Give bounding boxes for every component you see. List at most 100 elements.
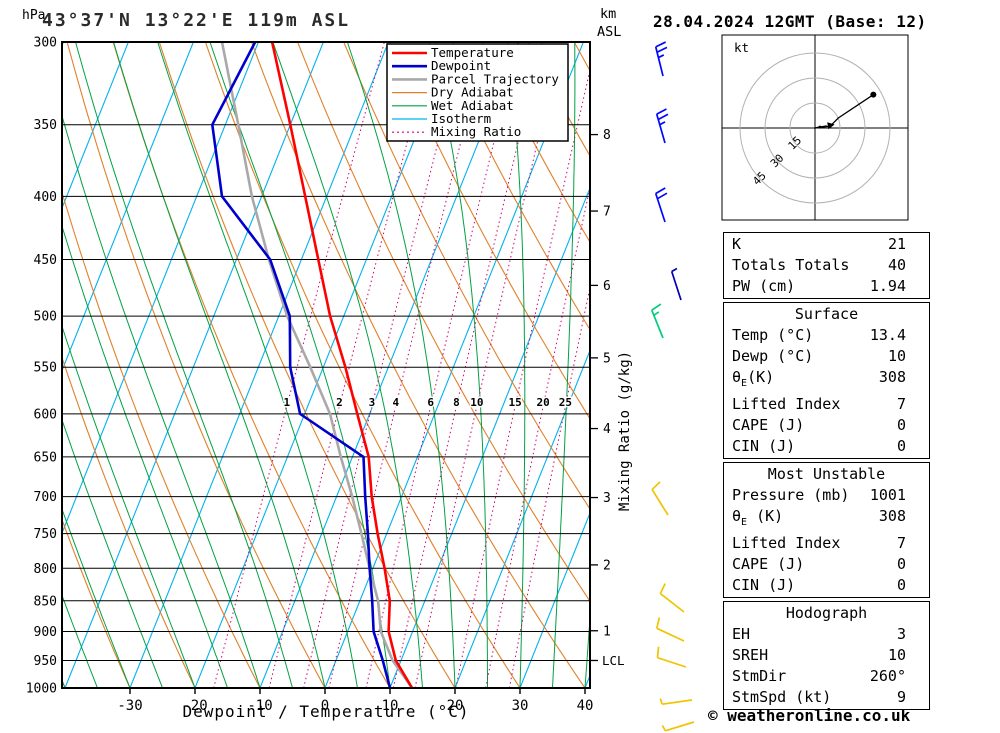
panel-row-label: PW (cm) <box>732 277 796 295</box>
pressure-tick-label: 350 <box>34 118 57 133</box>
pressure-tick-label: 300 <box>34 36 57 51</box>
km-unit-label: km <box>600 6 616 22</box>
panel-row: Lifted Index 7 <box>724 533 929 554</box>
barb-half-feather <box>659 698 664 705</box>
dry-adiabat-line <box>435 42 590 331</box>
pressure-tick-label: 500 <box>34 310 57 325</box>
panel-row: θE (K) 308 <box>724 506 929 533</box>
km-tick-label: 5 <box>603 351 611 366</box>
legend-isotherm-label: Isotherm <box>431 111 491 126</box>
panel-row: K 21 <box>724 234 929 255</box>
panel-row-label: Temp (°C) <box>732 326 814 344</box>
panel-row-value: 10 <box>887 646 906 664</box>
mixing-ratio-axis-label: Mixing Ratio (g/kg) <box>617 351 633 511</box>
panel-row-label: SREH <box>732 646 769 664</box>
wind-barb <box>659 698 693 706</box>
temp-tick-label: 30 <box>512 698 529 714</box>
pressure-tick-label: 700 <box>34 490 57 505</box>
panel-row: Lifted Index 7 <box>724 394 929 415</box>
panel-row-label: Lifted Index <box>732 534 841 552</box>
panel-row: StmSpd (kt) 9 <box>724 687 929 708</box>
km-tick-label: 1 <box>603 624 611 639</box>
mixing-ratio-value-label: 2 <box>336 396 343 409</box>
barb-half-feather <box>661 725 667 732</box>
legend-dewpoint-label: Dewpoint <box>431 58 491 73</box>
pressure-tick-label: 850 <box>34 594 57 609</box>
panel-row-value: 0 <box>896 555 906 573</box>
panel-row: CAPE (J) 0 <box>724 554 929 575</box>
dry-adiabat-line <box>481 42 590 244</box>
pressure-tick-label: 900 <box>34 625 57 640</box>
panel-row-value: 10 <box>887 347 906 365</box>
panel-row: StmDir 260° <box>724 666 929 687</box>
mixing-ratio-value-label: 3 <box>369 396 376 409</box>
hodograph-ring <box>739 52 891 204</box>
mixing-ratio-value-label: 15 <box>508 396 521 409</box>
panel-row-value: 21 <box>887 235 906 253</box>
panel-row: CIN (J) 0 <box>724 575 929 596</box>
barb-feather <box>656 46 668 53</box>
barb-staff <box>651 489 669 516</box>
legend-temperature-label: Temperature <box>431 45 514 60</box>
mixing-ratio-value-label: 25 <box>559 396 572 409</box>
panel-indices: K 21 Totals Totals 40 PW (cm) 1.94 <box>723 232 930 299</box>
wind-barbs <box>650 41 695 732</box>
barb-feather <box>657 113 669 121</box>
panel-header: Surface <box>794 305 859 323</box>
mixing-ratio-value-label: 8 <box>453 396 460 409</box>
temp-tick-label: 40 <box>577 698 594 714</box>
mixing-ratio-line <box>392 42 543 688</box>
pressure-tick-label: 400 <box>34 190 57 205</box>
station-title: 43°37'N 13°22'E 119m ASL <box>42 10 351 31</box>
pressure-tick-label: 650 <box>34 450 57 465</box>
hodograph-ring <box>764 77 866 179</box>
wet-adiabat-line <box>62 594 98 688</box>
isotherm-line <box>129 42 389 688</box>
barb-staff <box>662 699 693 706</box>
wind-barb <box>655 108 669 144</box>
barb-feather <box>656 646 660 658</box>
wind-barb <box>650 303 664 339</box>
km-tick-label: 6 <box>603 279 611 294</box>
wind-barb <box>670 267 682 301</box>
legend-mixing_ratio-label: Mixing Ratio <box>431 124 521 139</box>
barb-feather <box>651 303 662 311</box>
panel-row-label: CIN (J) <box>732 576 796 594</box>
panel-row: Pressure (mb) 1001 <box>724 485 929 506</box>
barb-staff <box>656 627 685 642</box>
panel-row-label: θE (K) <box>732 507 784 528</box>
isotherm-line <box>454 349 590 688</box>
panel-row-value: 7 <box>896 395 906 413</box>
temp-tick-label: -10 <box>247 698 272 714</box>
barb-staff <box>665 721 695 732</box>
mixing-ratio-labels: 1 2 3 4 6 8 10 15 20 25 <box>282 395 573 411</box>
theta-e-subscript: E <box>741 378 748 389</box>
panel-header: Most Unstable <box>767 465 886 483</box>
mixing-ratio-line <box>485 185 590 688</box>
km-tick-label: 2 <box>603 558 611 573</box>
panel-row-value: 1.94 <box>869 277 906 295</box>
hodograph-unit-label: kt <box>734 40 749 55</box>
wind-barb <box>655 617 685 642</box>
wind-barb <box>661 721 695 732</box>
barb-feather <box>659 583 666 594</box>
km-tick-label: 8 <box>603 128 611 143</box>
panel-row-label: StmDir <box>732 667 787 685</box>
barb-feather <box>651 481 661 491</box>
panel-most-unstable: Most Unstable Pressure (mb) 1001 θE (K) 308 L… <box>723 462 930 598</box>
isotherm-line <box>194 42 454 688</box>
panel-row-value: 260° <box>869 667 906 685</box>
panel-row-label: θE(K) <box>732 368 775 389</box>
panel-row: SREH 10 <box>724 645 929 666</box>
copyright: © weatheronline.co.uk <box>708 706 911 725</box>
hodograph-ring <box>789 102 841 154</box>
panel-row: Totals Totals 40 <box>724 255 929 276</box>
panel-row-value: 1001 <box>869 486 906 504</box>
barb-feather <box>655 617 661 629</box>
km-tick-label: 4 <box>603 422 611 437</box>
mixing-ratio-line <box>328 42 487 688</box>
panel-surface: Surface Temp (°C) 13.4 Dewp (°C) 10 θE(K) 308 L… <box>723 302 930 459</box>
temp-tick-label: 10 <box>382 698 399 714</box>
